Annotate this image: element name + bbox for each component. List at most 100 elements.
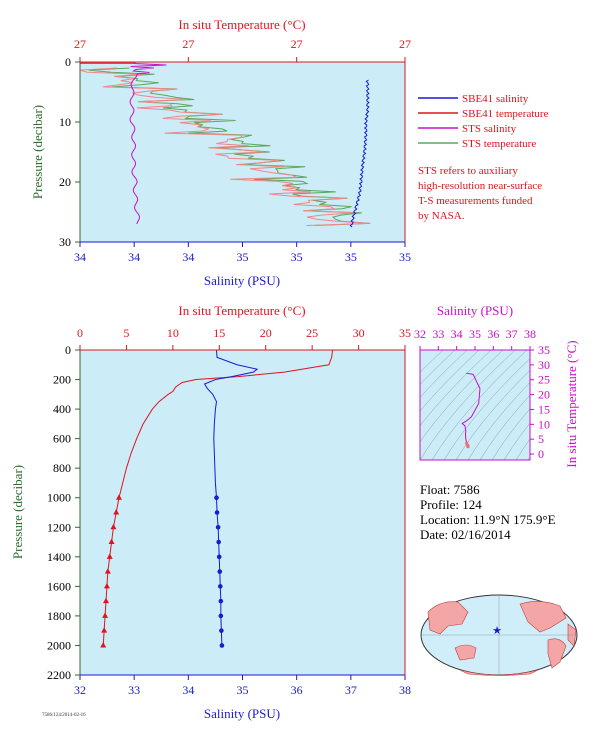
ts-temp-axis-title: In situ Temperature (°C)	[564, 340, 579, 467]
full-salinity-tick-label: 35	[237, 683, 249, 697]
temperature-point	[103, 582, 110, 589]
full-pressure-tick-label: 1400	[47, 550, 71, 564]
near-surface-series	[79, 61, 371, 228]
density-contour	[431, 350, 528, 460]
map-float-marker: ★	[492, 625, 502, 637]
full-pressure-tick-label: 1200	[47, 520, 71, 534]
temperature-point	[104, 568, 111, 574]
full-salinity-tick-label: 37	[345, 683, 357, 697]
top-temp-tick-label: 27	[291, 37, 303, 51]
density-contour	[479, 394, 530, 460]
full-temp-axis-title: In situ Temperature (°C)	[178, 303, 305, 318]
salinity-point	[217, 584, 223, 589]
full-depth-panel: In situ Temperature (°C) 0 5 10 15 20 25 30 35 …	[10, 303, 411, 721]
sbe41-temperature-line	[79, 67, 371, 226]
temperature-point	[116, 494, 122, 500]
density-contour	[420, 350, 468, 398]
top-pressure-tick-label: 0	[65, 55, 71, 69]
map-land-antarctica	[459, 669, 539, 676]
full-temp-tick-label: 35	[399, 326, 411, 340]
top-pressure-axis-title: Pressure (decibar)	[30, 105, 45, 199]
top-pressure-tick-label: 30	[59, 235, 71, 249]
temperature-point	[108, 538, 115, 545]
top-temp-tick-labels: 27 27 27 27	[74, 37, 411, 62]
ts-salinity-tick-labels: 32 33 34 35 36 37 38	[414, 327, 536, 350]
top-salinity-tick-label: 35	[345, 250, 357, 264]
salinity-point	[219, 628, 224, 633]
map-land-north-america	[519, 601, 567, 633]
top-temp-tick-label: 27	[182, 37, 194, 51]
map-land-south-america	[547, 638, 567, 669]
density-contour	[420, 350, 504, 443]
full-pressure-tick-label: 400	[53, 402, 71, 416]
full-pressure-tick-label: 1600	[47, 579, 71, 593]
temperature-profile-line	[102, 349, 334, 646]
full-salinity-tick-label: 34	[182, 683, 194, 697]
temperature-point	[100, 641, 107, 648]
ts-point	[466, 445, 470, 449]
density-contour	[503, 422, 530, 460]
top-salinity-tick-label: 34	[128, 250, 140, 264]
ts-temp-tick-label: 35	[538, 343, 550, 357]
temperature-point	[101, 627, 108, 633]
salinity-point	[218, 598, 224, 604]
ts-plot-area	[420, 350, 530, 460]
full-depth-series	[100, 349, 334, 648]
ts-salinity-tick-label: 35	[469, 327, 481, 341]
full-temp-tick-label: 10	[167, 326, 179, 340]
top-pressure-tick-labels: 0 10 20 30	[59, 55, 80, 249]
salinity-point	[214, 495, 219, 501]
top-salinity-tick-label: 34	[182, 250, 194, 264]
note-line-3: T-S measurements funded	[418, 195, 533, 207]
full-pressure-axis-title: Pressure (decibar)	[10, 465, 25, 559]
note-line-1: STS refers to auxiliary	[418, 165, 518, 177]
salinity-point	[218, 613, 224, 619]
float-info: Float: 7586 Profile: 124 Location: 11.9°…	[420, 482, 556, 542]
ts-salinity-tick-label: 36	[487, 327, 499, 341]
temperature-point	[102, 612, 109, 618]
full-pressure-tick-label: 2000	[47, 638, 71, 652]
density-contour	[420, 350, 456, 385]
ts-frame	[419, 349, 531, 461]
legend-label-sbe41-temperature: SBE41 temperature	[462, 108, 549, 120]
full-salinity-tick-label: 38	[399, 683, 411, 697]
ts-temp-tick-label: 10	[538, 417, 550, 431]
full-temp-tick-label: 30	[353, 326, 365, 340]
world-map: ★	[420, 594, 578, 676]
top-temp-tick-label: 27	[74, 37, 86, 51]
density-contour	[420, 350, 492, 427]
legend-label-sts-temperature: STS temperature	[462, 138, 536, 150]
density-contour	[420, 350, 444, 373]
salinity-point	[215, 524, 221, 530]
full-pressure-tick-label: 2200	[47, 668, 71, 682]
profile-number: Profile: 124	[420, 497, 482, 512]
full-pressure-tick-label: 800	[53, 461, 71, 475]
density-contour	[491, 408, 530, 460]
map-land	[427, 601, 577, 676]
full-pressure-tick-labels: 0 200 400 600 800 1000 1200 1400 1600 1800 2000 220…	[47, 343, 80, 682]
full-pressure-tick-label: 1000	[47, 491, 71, 505]
full-temp-tick-labels: 0 5 10 15 20 25 30 35	[77, 326, 411, 350]
temperature-point	[110, 523, 117, 530]
ts-salinity-tick-label: 33	[432, 327, 444, 341]
ts-temp-tick-label: 20	[538, 388, 550, 402]
salinity-profile-line	[203, 349, 259, 646]
salinity-point	[216, 554, 222, 560]
full-salinity-tick-label: 32	[74, 683, 86, 697]
salinity-point	[216, 539, 221, 545]
legend: SBE41 salinity SBE41 temperature STS sal…	[418, 93, 549, 222]
density-contour	[467, 382, 530, 460]
top-salinity-tick-label: 35	[291, 250, 303, 264]
near-surface-plot-area	[80, 62, 405, 242]
full-salinity-tick-label: 33	[128, 683, 140, 697]
temperature-point	[103, 597, 109, 604]
ts-salinity-tick-label: 32	[414, 327, 426, 341]
density-contour	[420, 350, 480, 412]
note-line-2: high-resolution near-surface	[418, 180, 542, 192]
top-temp-axis-title: In situ Temperature (°C)	[178, 17, 305, 32]
top-salinity-tick-label: 34	[74, 250, 86, 264]
full-pressure-tick-label: 0	[65, 343, 71, 357]
ts-salinity-tick-label: 38	[524, 327, 536, 341]
